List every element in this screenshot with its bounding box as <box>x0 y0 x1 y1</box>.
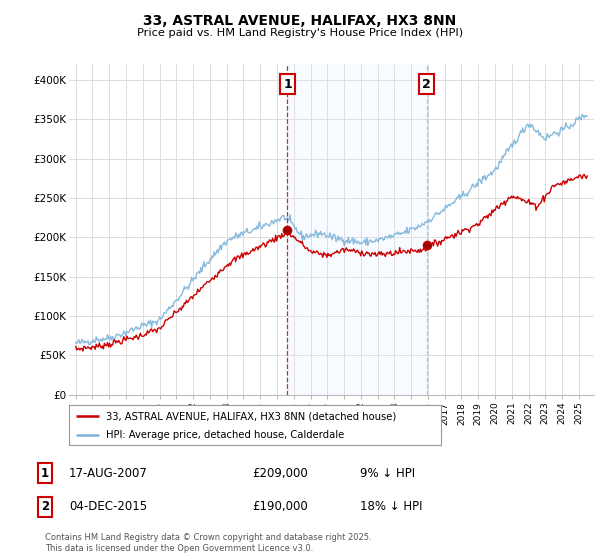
Bar <box>287 64 427 395</box>
Text: Price paid vs. HM Land Registry's House Price Index (HPI): Price paid vs. HM Land Registry's House … <box>137 28 463 38</box>
Text: 04-DEC-2015: 04-DEC-2015 <box>69 500 147 514</box>
Text: £190,000: £190,000 <box>252 500 308 514</box>
Text: 1: 1 <box>283 78 292 91</box>
Text: Contains HM Land Registry data © Crown copyright and database right 2025.
This d: Contains HM Land Registry data © Crown c… <box>45 533 371 553</box>
Text: HPI: Average price, detached house, Calderdale: HPI: Average price, detached house, Cald… <box>106 430 344 440</box>
Text: 2: 2 <box>41 500 49 514</box>
Text: 1: 1 <box>41 466 49 480</box>
Text: £209,000: £209,000 <box>252 466 308 480</box>
Text: 33, ASTRAL AVENUE, HALIFAX, HX3 8NN: 33, ASTRAL AVENUE, HALIFAX, HX3 8NN <box>143 14 457 28</box>
Text: 18% ↓ HPI: 18% ↓ HPI <box>360 500 422 514</box>
Text: 2: 2 <box>422 78 431 91</box>
Text: 33, ASTRAL AVENUE, HALIFAX, HX3 8NN (detached house): 33, ASTRAL AVENUE, HALIFAX, HX3 8NN (det… <box>106 411 397 421</box>
Text: 9% ↓ HPI: 9% ↓ HPI <box>360 466 415 480</box>
Text: 17-AUG-2007: 17-AUG-2007 <box>69 466 148 480</box>
